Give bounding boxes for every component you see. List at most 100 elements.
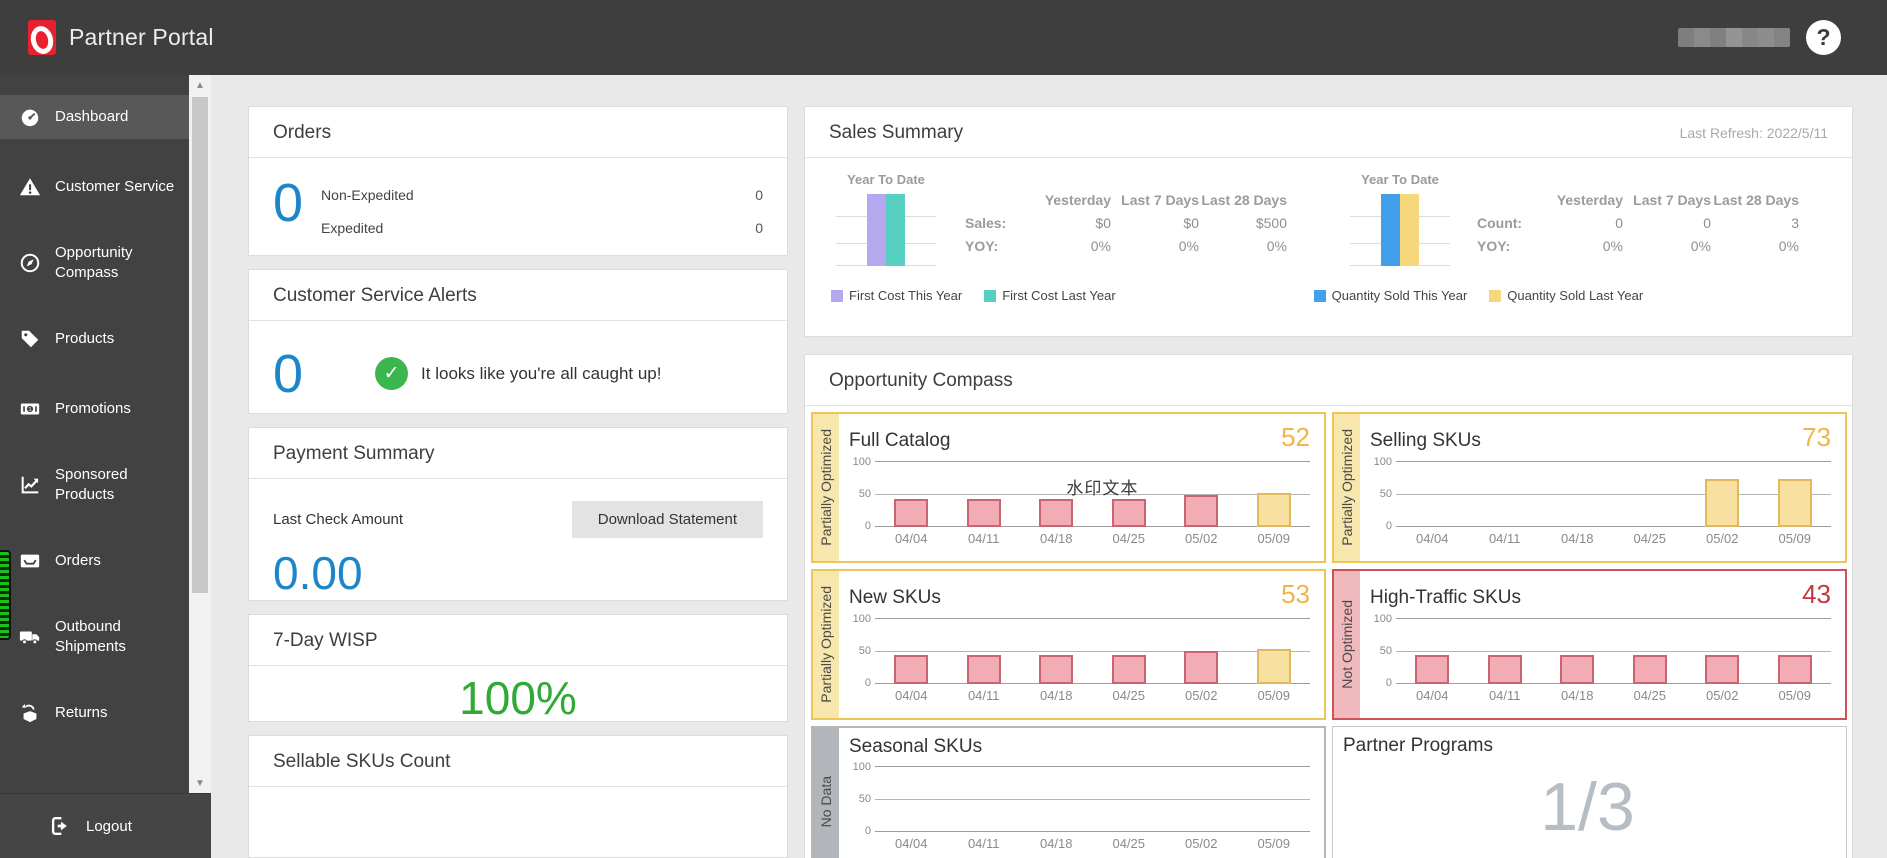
stat-col-header: Yesterday bbox=[1556, 191, 1623, 208]
opportunity-card-seasonal-skus[interactable]: No Data Seasonal SKUs 100 50 0 bbox=[811, 726, 1326, 858]
legend-item: Quantity Sold Last Year bbox=[1489, 288, 1643, 303]
inbox-icon bbox=[18, 550, 42, 572]
right-column: Sales Summary Last Refresh: 2022/5/11 Ye… bbox=[804, 106, 1853, 858]
opportunity-card-partner-programs[interactable]: Partner Programs 1/3 bbox=[1332, 726, 1847, 858]
mini-card-title: Seasonal SKUs bbox=[849, 736, 983, 757]
opportunity-card-high-traffic-skus[interactable]: Not Optimized High-Traffic SKUs 43 100 50… bbox=[1332, 569, 1847, 720]
wisp-value: 100% bbox=[459, 671, 577, 724]
opportunity-compass-title: Opportunity Compass bbox=[805, 355, 1852, 406]
sidebar-item-sponsored-products[interactable]: Sponsored Products bbox=[0, 457, 189, 513]
trend-chart-icon bbox=[18, 474, 42, 496]
stat-col-header: Last 28 Days bbox=[1201, 191, 1287, 208]
opportunity-grid: Partially Optimized Full Catalog 52 100 5… bbox=[805, 406, 1852, 858]
stat-col-header: Last 28 Days bbox=[1713, 191, 1799, 208]
x-axis-labels: 04/04 04/11 04/18 04/25 05/02 05/09 bbox=[1415, 531, 1812, 546]
stat-col-header: Yesterday bbox=[1044, 191, 1111, 208]
last-refresh-label: Last Refresh: 2022/5/11 bbox=[1679, 125, 1828, 141]
scroll-down-arrow[interactable]: ▼ bbox=[195, 777, 205, 789]
y-axis: 100 50 0 bbox=[1373, 613, 1392, 689]
return-box-icon bbox=[18, 702, 42, 724]
y-axis: 100 50 0 bbox=[852, 613, 871, 689]
status-label: Not Optimized bbox=[1339, 600, 1355, 689]
status-label: Partially Optimized bbox=[1339, 429, 1355, 546]
stats-header-row: Yesterday Last 7 Days Last 28 Days bbox=[965, 188, 1287, 211]
seasonal-skus-chart: 100 50 0 04/04 04/11 04/18 04/25 05/02 05/09 bbox=[849, 761, 1310, 851]
legend-label: Quantity Sold Last Year bbox=[1507, 288, 1644, 303]
status-strip: Partially Optimized bbox=[813, 571, 839, 718]
sidebar-item-customer-service[interactable]: Customer Service bbox=[0, 165, 189, 209]
logout-label: Logout bbox=[86, 817, 132, 835]
opportunity-card-selling-skus[interactable]: Partially Optimized Selling SKUs 73 100 5… bbox=[1332, 412, 1847, 563]
sidebar-item-opportunity-compass[interactable]: Opportunity Compass bbox=[0, 235, 189, 291]
tag-icon bbox=[18, 328, 42, 350]
stat-value: $0 bbox=[1095, 214, 1111, 231]
last-check-amount-value: 0.00 bbox=[273, 546, 363, 599]
status-label: No Data bbox=[818, 775, 834, 828]
y-axis: 100 50 0 bbox=[852, 456, 871, 532]
sidebar-item-label: Returns bbox=[55, 703, 108, 721]
dashboard-icon bbox=[18, 106, 42, 128]
mini-card-title: Full Catalog bbox=[849, 430, 951, 451]
mini-card-title: Selling SKUs bbox=[1370, 430, 1481, 451]
stat-value: 0% bbox=[1178, 237, 1199, 254]
orders-count: 0 bbox=[273, 173, 304, 233]
sidebar-item-dashboard[interactable]: Dashboard bbox=[0, 95, 189, 139]
stat-value: 0% bbox=[1778, 237, 1799, 254]
scroll-up-arrow[interactable]: ▲ bbox=[195, 79, 205, 91]
logout-button[interactable]: Logout bbox=[0, 793, 211, 858]
sidebar-scrollbar[interactable]: ▲ ▼ bbox=[189, 75, 211, 793]
scrollbar-thumb[interactable] bbox=[192, 97, 208, 593]
stat-value: 0 bbox=[1703, 214, 1711, 231]
mini-card-score: 73 bbox=[1802, 422, 1831, 452]
download-statement-button[interactable]: Download Statement bbox=[571, 500, 763, 538]
status-strip: No Data bbox=[813, 728, 839, 858]
left-column: Orders 0 Non-Expedited 0 Expedited 0 bbox=[248, 106, 788, 858]
high-traffic-skus-chart: 100 50 0 04/04 04/11 04/18 04/25 05/02 05/09 bbox=[1370, 613, 1831, 703]
opportunity-card-full-catalog[interactable]: Partially Optimized Full Catalog 52 100 5… bbox=[811, 412, 1326, 563]
count-row: Count: 0 0 3 bbox=[1477, 211, 1799, 234]
quantity-ytd-chart bbox=[1350, 194, 1450, 266]
stat-row-label: YOY: bbox=[1477, 237, 1511, 254]
stat-value: 0% bbox=[1266, 237, 1287, 254]
x-axis-labels: 04/04 04/11 04/18 04/25 05/02 05/09 bbox=[894, 836, 1291, 851]
sellable-card-title: Sellable SKUs Count bbox=[249, 736, 787, 788]
full-catalog-chart: 100 50 0 水印文本 04/04 04/11 04/18 04/25 05/02 05/… bbox=[849, 456, 1310, 546]
sidebar-item-label: Promotions bbox=[55, 399, 131, 417]
redacted-account-name bbox=[1678, 28, 1790, 47]
sidebar-item-promotions[interactable]: 1 Promotions bbox=[0, 387, 189, 431]
legend-swatch bbox=[831, 289, 843, 302]
status-label: Partially Optimized bbox=[818, 586, 834, 703]
stat-col-header: Last 7 Days bbox=[1121, 191, 1199, 208]
mini-card-title: Partner Programs bbox=[1343, 735, 1493, 756]
stat-value: $0 bbox=[1183, 214, 1199, 231]
quantity-chart-block: Year To Date bbox=[1345, 172, 1455, 266]
opportunity-card-new-skus[interactable]: Partially Optimized New SKUs 53 100 50 0 bbox=[811, 569, 1326, 720]
sales-summary-title: Sales Summary bbox=[829, 122, 964, 143]
mini-card-score: 53 bbox=[1281, 579, 1310, 609]
help-icon[interactable]: ? bbox=[1806, 20, 1841, 55]
x-axis-labels: 04/04 04/11 04/18 04/25 05/02 05/09 bbox=[894, 531, 1291, 546]
stat-row-label: YOY: bbox=[965, 237, 999, 254]
stat-row-label: Count: bbox=[1477, 214, 1523, 231]
status-strip: Not Optimized bbox=[1334, 571, 1360, 718]
sidebar-item-label: Products bbox=[55, 329, 115, 347]
alerts-message: It looks like you're all caught up! bbox=[421, 363, 662, 383]
sidebar-item-orders[interactable]: Orders bbox=[0, 539, 189, 583]
legend-item: First Cost Last Year bbox=[984, 288, 1116, 303]
sidebar-nav: Dashboard Customer Service Opportunity C… bbox=[0, 75, 211, 858]
row-value: 0 bbox=[755, 186, 763, 203]
orders-row-expedited: Expedited 0 bbox=[321, 211, 763, 244]
legend-label: First Cost This Year bbox=[849, 288, 963, 303]
sidebar-item-outbound-shipments[interactable]: Outbound Shipments bbox=[0, 609, 189, 665]
customer-service-alerts-card: Customer Service Alerts 0 ✓ It looks lik… bbox=[248, 268, 788, 414]
truck-icon bbox=[18, 626, 42, 648]
sidebar-item-returns[interactable]: Returns bbox=[0, 691, 189, 735]
sidebar-item-products[interactable]: Products bbox=[0, 317, 189, 361]
legend-label: Quantity Sold This Year bbox=[1331, 288, 1468, 303]
alerts-card-title: Customer Service Alerts bbox=[249, 270, 787, 321]
legend-swatch bbox=[1313, 289, 1326, 302]
sales-summary-card: Sales Summary Last Refresh: 2022/5/11 Ye… bbox=[804, 106, 1853, 337]
top-header: Partner Portal ? bbox=[0, 0, 1887, 75]
payment-summary-card: Payment Summary Last Check Amount Downlo… bbox=[248, 426, 788, 601]
y-axis: 100 50 0 bbox=[1373, 456, 1392, 532]
